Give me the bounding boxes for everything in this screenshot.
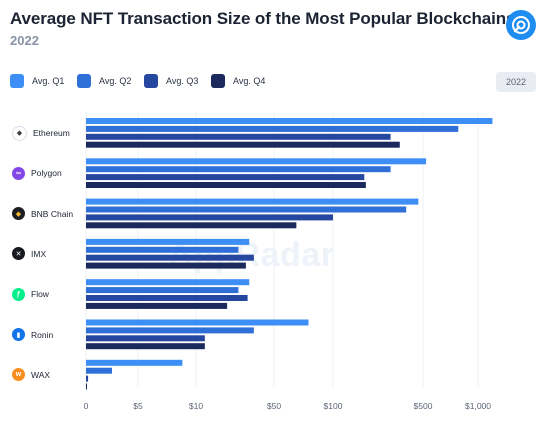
legend-item-q2[interactable]: Avg. Q2 xyxy=(77,74,144,88)
legend-label: Avg. Q4 xyxy=(233,76,266,86)
wax-icon: w xyxy=(12,368,25,382)
category-label-ethereum: ◆ Ethereum xyxy=(12,125,70,141)
category-name: Polygon xyxy=(31,168,62,179)
legend-label: Avg. Q1 xyxy=(32,76,65,86)
bar-ronin-q2[interactable] xyxy=(86,327,254,334)
bar-wax-q2[interactable] xyxy=(86,367,112,374)
chart-subtitle: 2022 xyxy=(10,33,39,48)
x-tick-label: $10 xyxy=(189,401,203,411)
legend-item-q4[interactable]: Avg. Q4 xyxy=(211,74,278,88)
bar-ethereum-q4[interactable] xyxy=(86,141,400,148)
bar-imx-q1[interactable] xyxy=(86,238,250,245)
ronin-icon: ▮ xyxy=(12,328,25,341)
category-name: Ethereum xyxy=(33,128,70,138)
bar-ethereum-q2[interactable] xyxy=(86,125,459,132)
legend-swatch xyxy=(211,74,225,88)
bar-ronin-q1[interactable] xyxy=(86,319,309,326)
category-label-wax: w WAX xyxy=(12,368,50,382)
bar-ronin-q3[interactable] xyxy=(86,335,205,342)
category-name: Ronin xyxy=(31,329,54,340)
x-tick-label: $50 xyxy=(267,401,281,411)
bar-flow-q2[interactable] xyxy=(86,287,239,294)
bar-bnb-chain-q2[interactable] xyxy=(86,206,407,213)
category-name: Flow xyxy=(31,289,49,300)
category-label-imx: ✕ IMX xyxy=(12,247,46,261)
x-tick-label: $500 xyxy=(414,401,433,411)
legend-label: Avg. Q2 xyxy=(99,76,132,86)
x-tick-label: $5 xyxy=(133,401,143,411)
bar-flow-q1[interactable] xyxy=(86,279,250,286)
category-name: BNB Chain xyxy=(31,208,74,219)
appradar-logo-mark xyxy=(512,16,530,34)
bar-wax-q4[interactable] xyxy=(86,383,87,390)
chart-title: Average NFT Transaction Size of the Most… xyxy=(10,9,516,28)
legend-swatch xyxy=(77,74,91,88)
imx-icon: ✕ xyxy=(12,247,25,261)
bar-ethereum-q1[interactable] xyxy=(86,118,493,124)
bnb-icon: ◆ xyxy=(12,207,25,221)
legend-swatch xyxy=(10,74,24,88)
x-tick-label: 0 xyxy=(84,401,89,411)
bar-polygon-q4[interactable] xyxy=(86,182,366,188)
x-tick-label: $100 xyxy=(324,401,343,411)
bar-polygon-q2[interactable] xyxy=(86,166,391,173)
bar-polygon-q1[interactable] xyxy=(86,158,427,165)
x-tick-label: $1,000 xyxy=(465,401,491,411)
bar-wax-q3[interactable] xyxy=(86,375,89,382)
appradar-logo-icon xyxy=(506,10,536,40)
bar-ethereum-q3[interactable] xyxy=(86,133,391,140)
category-name: IMX xyxy=(31,248,47,259)
bar-flow-q3[interactable] xyxy=(86,295,248,301)
category-label-bnb-chain: ◆ BNB Chain xyxy=(12,207,73,221)
bar-bnb-chain-q4[interactable] xyxy=(86,222,297,229)
flow-icon: ƒ xyxy=(12,287,25,301)
bar-flow-q4[interactable] xyxy=(86,302,228,309)
category-label-flow: ƒ Flow xyxy=(12,287,49,301)
legend-item-q1[interactable]: Avg. Q1 xyxy=(10,74,77,88)
legend-swatch xyxy=(144,74,158,88)
category-label-polygon: ∞ Polygon xyxy=(12,166,62,180)
legend-item-q3[interactable]: Avg. Q3 xyxy=(144,74,211,88)
bar-polygon-q3[interactable] xyxy=(86,174,365,181)
year-filter-chip[interactable]: 2022 xyxy=(496,72,536,92)
bar-imx-q2[interactable] xyxy=(86,246,239,253)
bar-imx-q4[interactable] xyxy=(86,262,246,269)
bar-imx-q3[interactable] xyxy=(86,254,254,261)
bar-bnb-chain-q3[interactable] xyxy=(86,214,333,221)
bar-bnb-chain-q1[interactable] xyxy=(86,198,419,205)
category-label-ronin: ▮ Ronin xyxy=(12,328,53,342)
bar-wax-q1[interactable] xyxy=(86,359,183,366)
ethereum-icon: ◆ xyxy=(12,125,27,141)
legend-label: Avg. Q3 xyxy=(166,76,199,86)
bar-ronin-q4[interactable] xyxy=(86,343,205,350)
chart-legend: Avg. Q1 Avg. Q2 Avg. Q3 Avg. Q4 xyxy=(10,74,278,88)
polygon-icon: ∞ xyxy=(12,166,25,180)
category-name: WAX xyxy=(31,369,51,380)
